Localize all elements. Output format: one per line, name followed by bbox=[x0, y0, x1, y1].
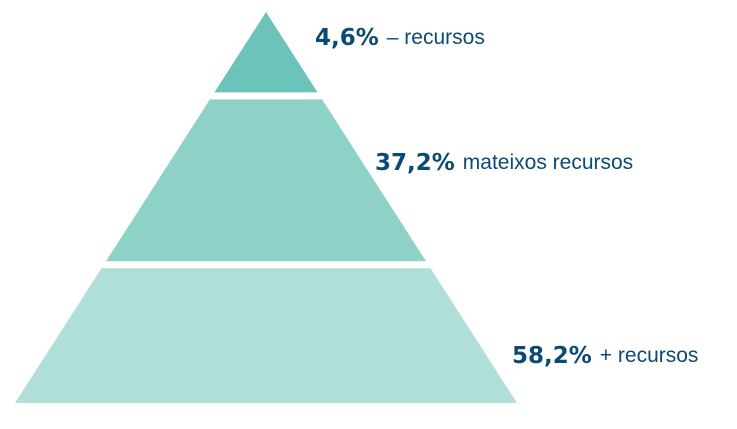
level-label: 4,6% – recursos bbox=[315, 25, 485, 51]
category-label: + recursos bbox=[600, 344, 699, 367]
pyramid-level bbox=[214, 12, 318, 93]
level-label: 37,2% mateixos recursos bbox=[375, 150, 633, 176]
pyramid-level bbox=[105, 99, 427, 262]
category-label: mateixos recursos bbox=[463, 151, 633, 174]
value-label: 37,2% bbox=[375, 150, 455, 176]
value-label: 4,6% bbox=[315, 25, 379, 51]
category-label: – recursos bbox=[387, 26, 485, 49]
value-label: 58,2% bbox=[512, 343, 592, 369]
pyramid-level bbox=[15, 268, 517, 403]
level-label: 58,2% + recursos bbox=[512, 343, 698, 369]
